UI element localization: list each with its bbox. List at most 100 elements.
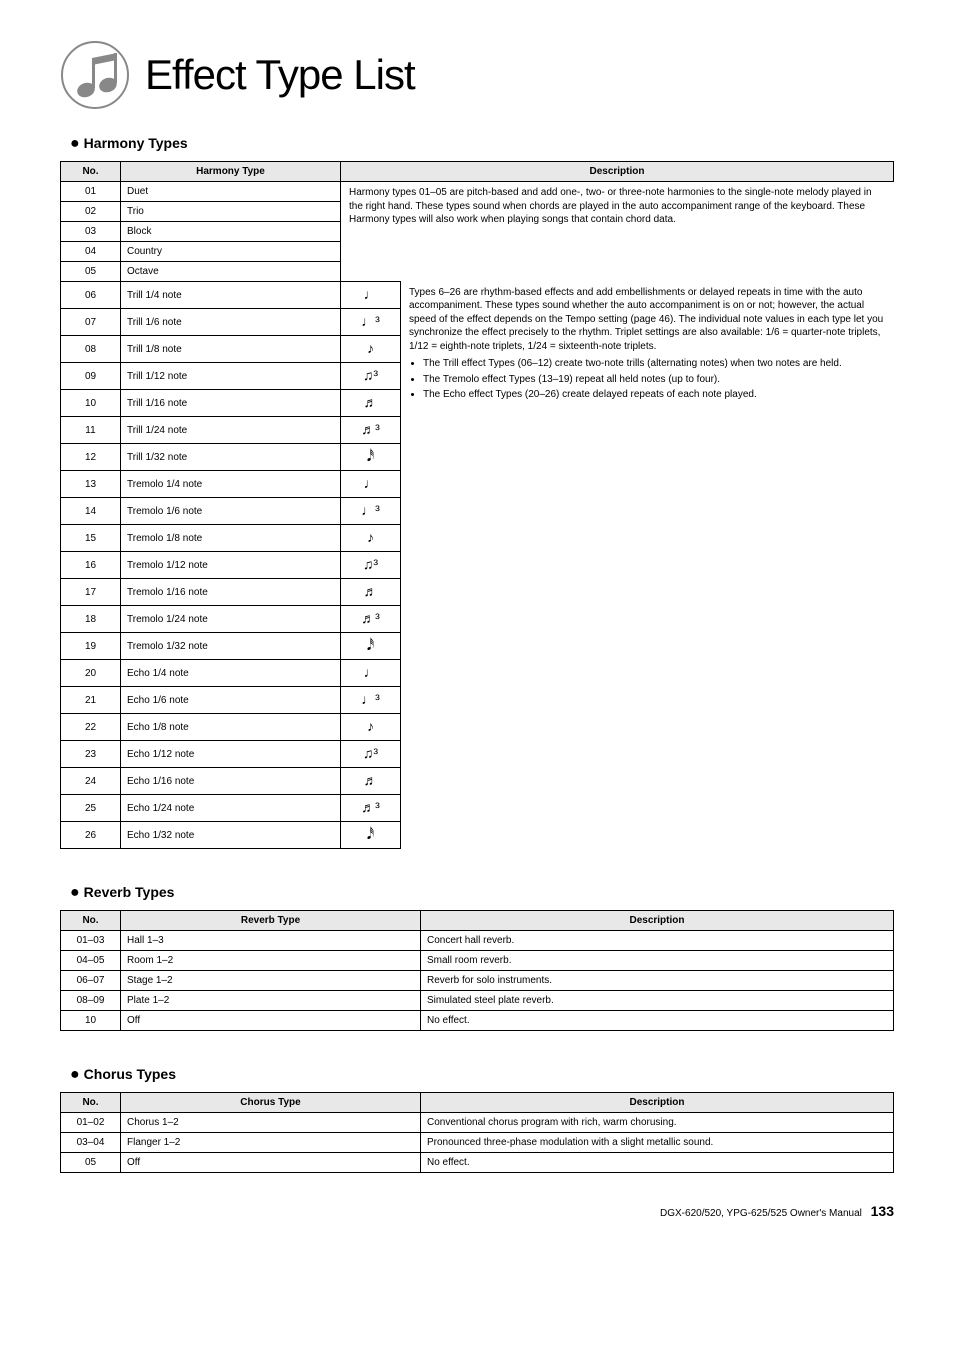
reverb-type: Room 1–2 xyxy=(121,951,421,971)
chorus-no: 03–04 xyxy=(61,1133,121,1153)
reverb-no: 06–07 xyxy=(61,971,121,991)
reverb-type: Plate 1–2 xyxy=(121,991,421,1011)
harmony-desc-group1: Harmony types 01–05 are pitch-based and … xyxy=(341,182,894,282)
reverb-section-header: ●Reverb Types xyxy=(70,884,894,902)
harmony-th-type: Harmony Type xyxy=(121,162,341,182)
note-value-icon: ♪ xyxy=(341,525,401,552)
harmony-type: Tremolo 1/24 note xyxy=(121,606,341,633)
chorus-type: Off xyxy=(121,1153,421,1173)
note-value-icon: 𝅘𝅥𝅰 xyxy=(341,444,401,471)
harmony-type: Trill 1/16 note xyxy=(121,390,341,417)
page-footer: DGX-620/520, YPG-625/525 Owner's Manual … xyxy=(60,1203,894,1219)
harmony-no: 06 xyxy=(61,282,121,309)
harmony-section-header: ●Harmony Types xyxy=(70,135,894,153)
note-value-icon: ♬³ xyxy=(341,606,401,633)
harmony-no: 18 xyxy=(61,606,121,633)
table-row: 08–09Plate 1–2Simulated steel plate reve… xyxy=(61,991,894,1011)
harmony-no: 02 xyxy=(61,202,121,222)
note-value-icon: ♩ xyxy=(341,660,401,687)
harmony-desc-group2: Types 6–26 are rhythm-based effects and … xyxy=(401,282,894,849)
harmony-no: 05 xyxy=(61,262,121,282)
reverb-no: 08–09 xyxy=(61,991,121,1011)
harmony-no: 14 xyxy=(61,498,121,525)
harmony-type: Trill 1/6 note xyxy=(121,309,341,336)
chorus-th-no: No. xyxy=(61,1093,121,1113)
harmony-type: Octave xyxy=(121,262,341,282)
music-note-icon xyxy=(60,40,130,110)
harmony-no: 01 xyxy=(61,182,121,202)
reverb-no: 04–05 xyxy=(61,951,121,971)
reverb-table: No. Reverb Type Description 01–03Hall 1–… xyxy=(60,910,894,1031)
table-row: 10OffNo effect. xyxy=(61,1011,894,1031)
harmony-type: Echo 1/24 note xyxy=(121,795,341,822)
harmony-no: 20 xyxy=(61,660,121,687)
reverb-desc: Concert hall reverb. xyxy=(421,931,894,951)
table-row: 01DuetHarmony types 01–05 are pitch-base… xyxy=(61,182,894,202)
harmony-type: Trill 1/32 note xyxy=(121,444,341,471)
harmony-type: Tremolo 1/6 note xyxy=(121,498,341,525)
chorus-type: Flanger 1–2 xyxy=(121,1133,421,1153)
page-header: Effect Type List xyxy=(60,40,894,110)
harmony-type: Duet xyxy=(121,182,341,202)
harmony-type: Trill 1/24 note xyxy=(121,417,341,444)
note-value-icon: ♫³ xyxy=(341,552,401,579)
reverb-th-type: Reverb Type xyxy=(121,911,421,931)
reverb-type: Off xyxy=(121,1011,421,1031)
harmony-no: 24 xyxy=(61,768,121,795)
harmony-no: 22 xyxy=(61,714,121,741)
harmony-type: Trio xyxy=(121,202,341,222)
page-title: Effect Type List xyxy=(145,51,415,99)
harmony-no: 04 xyxy=(61,242,121,262)
note-value-icon: ♩³ xyxy=(341,309,401,336)
harmony-type: Trill 1/4 note xyxy=(121,282,341,309)
note-value-icon: ♪ xyxy=(341,336,401,363)
harmony-type: Echo 1/12 note xyxy=(121,741,341,768)
chorus-desc: Pronounced three-phase modulation with a… xyxy=(421,1133,894,1153)
harmony-type: Tremolo 1/8 note xyxy=(121,525,341,552)
harmony-type: Country xyxy=(121,242,341,262)
harmony-no: 10 xyxy=(61,390,121,417)
harmony-type: Echo 1/16 note xyxy=(121,768,341,795)
harmony-no: 26 xyxy=(61,822,121,849)
note-value-icon: ♪ xyxy=(341,714,401,741)
reverb-desc: Small room reverb. xyxy=(421,951,894,971)
note-value-icon: ♩³ xyxy=(341,687,401,714)
harmony-th-no: No. xyxy=(61,162,121,182)
harmony-type: Block xyxy=(121,222,341,242)
harmony-type: Trill 1/12 note xyxy=(121,363,341,390)
harmony-no: 16 xyxy=(61,552,121,579)
note-value-icon: 𝅘𝅥𝅰 xyxy=(341,633,401,660)
note-value-icon: ♫³ xyxy=(341,741,401,768)
harmony-no: 21 xyxy=(61,687,121,714)
table-row: 01–02Chorus 1–2Conventional chorus progr… xyxy=(61,1113,894,1133)
reverb-type: Stage 1–2 xyxy=(121,971,421,991)
chorus-th-type: Chorus Type xyxy=(121,1093,421,1113)
table-row: 05OffNo effect. xyxy=(61,1153,894,1173)
chorus-th-desc: Description xyxy=(421,1093,894,1113)
harmony-no: 15 xyxy=(61,525,121,552)
harmony-no: 03 xyxy=(61,222,121,242)
harmony-no: 08 xyxy=(61,336,121,363)
table-row: 03–04Flanger 1–2Pronounced three-phase m… xyxy=(61,1133,894,1153)
harmony-type: Tremolo 1/32 note xyxy=(121,633,341,660)
chorus-type: Chorus 1–2 xyxy=(121,1113,421,1133)
note-value-icon: ♩ xyxy=(341,282,401,309)
chorus-desc: No effect. xyxy=(421,1153,894,1173)
harmony-table: No. Harmony Type Description 01DuetHarmo… xyxy=(60,161,894,849)
note-value-icon: 𝅘𝅥𝅰 xyxy=(341,822,401,849)
reverb-th-no: No. xyxy=(61,911,121,931)
harmony-no: 13 xyxy=(61,471,121,498)
table-row: 01–03Hall 1–3Concert hall reverb. xyxy=(61,931,894,951)
harmony-type: Echo 1/32 note xyxy=(121,822,341,849)
reverb-no: 10 xyxy=(61,1011,121,1031)
reverb-no: 01–03 xyxy=(61,931,121,951)
table-row: 06–07Stage 1–2Reverb for solo instrument… xyxy=(61,971,894,991)
harmony-type: Echo 1/4 note xyxy=(121,660,341,687)
harmony-type: Trill 1/8 note xyxy=(121,336,341,363)
note-value-icon: ♬³ xyxy=(341,795,401,822)
note-value-icon: ♬ xyxy=(341,579,401,606)
harmony-no: 11 xyxy=(61,417,121,444)
reverb-th-desc: Description xyxy=(421,911,894,931)
harmony-no: 07 xyxy=(61,309,121,336)
reverb-desc: Simulated steel plate reverb. xyxy=(421,991,894,1011)
